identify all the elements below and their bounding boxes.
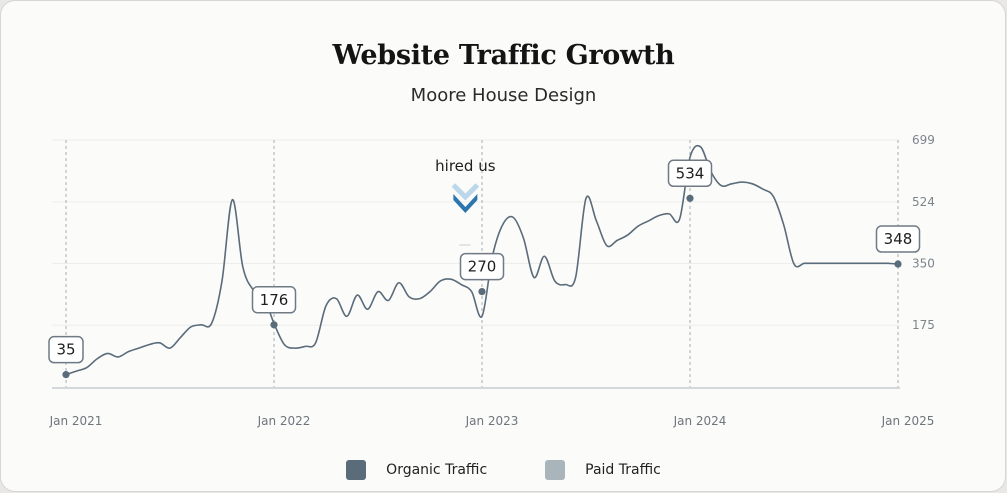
data-label: 534 <box>676 164 705 182</box>
x-tick-label: Jan 2024 <box>673 414 727 428</box>
data-label-box <box>875 225 921 253</box>
x-tick-label: Jan 2021 <box>49 414 103 428</box>
data-label-box <box>48 335 84 364</box>
legend-swatch-organic <box>346 460 367 480</box>
y-tick-label: 175 <box>912 318 935 332</box>
data-point <box>894 260 902 268</box>
event-marker-chevron-icon <box>453 194 478 213</box>
data-label: 348 <box>884 230 913 248</box>
legend-item-organic[interactable]: Organic Traffic <box>346 460 487 480</box>
y-tick-label: 699 <box>912 133 935 147</box>
data-label-box <box>459 252 505 281</box>
legend-swatch-paid <box>545 460 566 480</box>
data-point <box>686 194 694 202</box>
legend: Organic Traffic Paid Traffic <box>0 460 1007 480</box>
event-marker-label: hired us <box>435 157 496 175</box>
y-tick-label: 524 <box>912 195 935 209</box>
data-label-box <box>667 159 713 188</box>
legend-label-organic: Organic Traffic <box>386 462 488 478</box>
x-tick-label: Jan 2023 <box>465 414 519 428</box>
data-point <box>62 371 70 379</box>
data-point <box>478 287 486 296</box>
data-label: 35 <box>56 341 75 359</box>
y-tick-label: 350 <box>912 256 935 270</box>
legend-item-paid[interactable]: Paid Traffic <box>545 460 661 480</box>
series-line-organic <box>65 144 899 376</box>
chart-title: Website Traffic Growth <box>332 40 675 71</box>
chart-subtitle: Moore House Design <box>410 85 597 106</box>
data-label-box <box>251 286 297 314</box>
data-label: 176 <box>260 291 289 309</box>
x-tick-label: Jan 2022 <box>257 414 311 428</box>
event-marker-chevron-light <box>451 183 480 201</box>
data-label: 270 <box>468 258 497 276</box>
legend-label-paid: Paid Traffic <box>585 462 661 478</box>
x-tick-label: Jan 2025 <box>881 414 935 428</box>
data-point <box>270 321 278 329</box>
